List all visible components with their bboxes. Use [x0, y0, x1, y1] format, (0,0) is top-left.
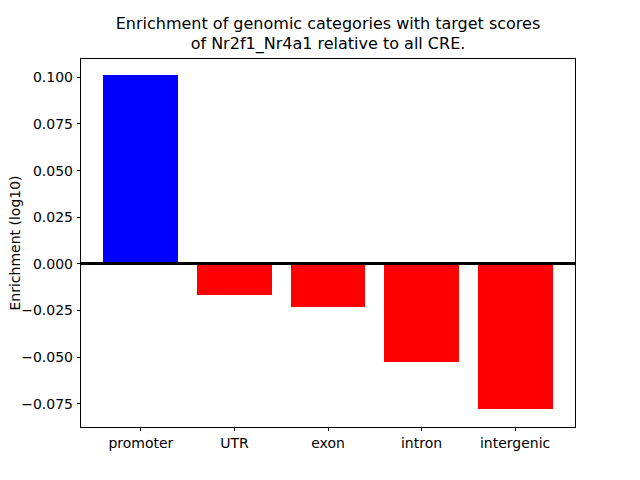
bar-exon	[291, 264, 366, 307]
x-tick-label-exon: exon	[311, 435, 345, 451]
y-tick-mark	[77, 170, 81, 171]
y-tick-label: −0.050	[21, 349, 73, 365]
y-tick-label: 0.100	[33, 69, 73, 85]
y-tick-label: 0.050	[33, 163, 73, 179]
x-tick-mark	[515, 427, 516, 431]
bar-intron	[384, 264, 459, 362]
x-tick-mark	[421, 427, 422, 431]
y-tick-mark	[77, 403, 81, 404]
y-tick-label: −0.025	[21, 302, 73, 318]
y-tick-label: 0.025	[33, 209, 73, 225]
chart-title-line2: of Nr2f1_Nr4a1 relative to all CRE.	[80, 34, 576, 54]
y-tick-label: 0.075	[33, 116, 73, 132]
zero-line	[81, 262, 575, 265]
chart-title: Enrichment of genomic categories with ta…	[80, 14, 576, 54]
x-tick-mark	[140, 427, 141, 431]
y-tick-label: 0.000	[33, 256, 73, 272]
y-axis-label: Enrichment (log10)	[7, 175, 23, 310]
chart-title-line1: Enrichment of genomic categories with ta…	[80, 14, 576, 34]
x-tick-label-intergenic: intergenic	[480, 435, 550, 451]
y-tick-label: −0.075	[21, 396, 73, 412]
y-tick-mark	[77, 217, 81, 218]
plot-area: 0.1000.0750.0500.0250.000−0.025−0.050−0.…	[80, 58, 576, 428]
y-tick-mark	[77, 357, 81, 358]
y-tick-mark	[77, 123, 81, 124]
y-tick-mark	[77, 310, 81, 311]
x-tick-mark	[234, 427, 235, 431]
y-tick-mark	[77, 77, 81, 78]
bar-intergenic	[478, 264, 553, 409]
x-tick-label-promoter: promoter	[108, 435, 173, 451]
bar-UTR	[197, 264, 272, 296]
x-tick-label-intron: intron	[401, 435, 442, 451]
figure: Enrichment of genomic categories with ta…	[0, 0, 640, 480]
x-tick-mark	[328, 427, 329, 431]
bar-promoter	[103, 75, 178, 263]
x-tick-label-UTR: UTR	[220, 435, 249, 451]
